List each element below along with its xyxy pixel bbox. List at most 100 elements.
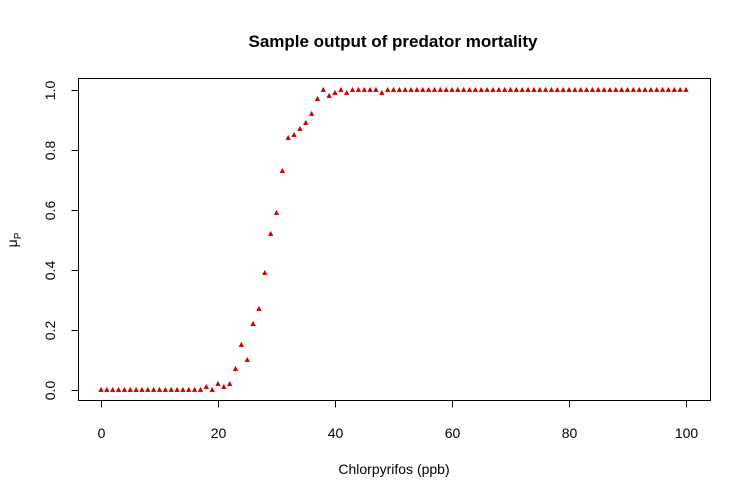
data-point bbox=[98, 386, 104, 392]
data-point bbox=[162, 386, 169, 392]
data-point bbox=[507, 86, 514, 93]
data-point bbox=[262, 269, 268, 275]
data-point bbox=[560, 86, 566, 93]
y-tick-label: 0.0 bbox=[42, 381, 58, 401]
data-point bbox=[478, 86, 484, 93]
data-point bbox=[595, 86, 601, 93]
data-point bbox=[577, 86, 584, 93]
y-tick-label: 0.4 bbox=[42, 261, 58, 281]
data-point bbox=[267, 230, 274, 237]
data-point bbox=[244, 356, 250, 362]
y-tick-label: 0.6 bbox=[42, 201, 58, 221]
data-point bbox=[279, 167, 286, 174]
data-point bbox=[326, 92, 332, 99]
data-point bbox=[156, 386, 163, 392]
data-point bbox=[613, 86, 619, 93]
data-point bbox=[384, 86, 391, 93]
y-axis: 0.0 0.2 0.4 0.6 0.8 1.0 bbox=[42, 81, 79, 401]
data-point bbox=[659, 86, 666, 93]
data-point bbox=[525, 86, 531, 93]
data-point bbox=[139, 386, 145, 392]
data-point bbox=[338, 86, 344, 93]
x-tick-label: 100 bbox=[675, 425, 699, 441]
plot-area bbox=[78, 78, 711, 401]
data-point bbox=[226, 380, 233, 386]
data-point bbox=[624, 86, 631, 93]
data-point bbox=[420, 86, 426, 93]
data-point bbox=[642, 86, 648, 93]
data-point bbox=[145, 386, 151, 392]
x-tick-label: 80 bbox=[562, 425, 578, 441]
data-point bbox=[332, 89, 338, 96]
x-axis: 0 20 40 60 80 100 bbox=[98, 400, 699, 441]
data-point bbox=[197, 386, 204, 392]
data-point bbox=[174, 386, 180, 392]
data-point bbox=[490, 86, 496, 93]
data-point bbox=[273, 209, 280, 216]
y-axis-label: μP bbox=[4, 232, 24, 247]
data-point bbox=[572, 86, 578, 93]
data-point bbox=[671, 86, 678, 93]
data-point bbox=[583, 86, 590, 93]
x-tick-label: 0 bbox=[98, 425, 106, 441]
data-point bbox=[238, 341, 245, 347]
data-point bbox=[133, 386, 139, 392]
data-point bbox=[291, 131, 297, 138]
data-point bbox=[320, 86, 327, 93]
data-point bbox=[460, 86, 467, 93]
data-point bbox=[554, 86, 561, 93]
data-points bbox=[98, 86, 689, 392]
data-point bbox=[654, 86, 660, 93]
data-point bbox=[104, 386, 110, 392]
data-point bbox=[250, 320, 256, 326]
data-point bbox=[180, 386, 186, 392]
data-point bbox=[297, 125, 303, 132]
data-point bbox=[232, 365, 239, 371]
data-point bbox=[402, 86, 408, 93]
data-point bbox=[601, 86, 607, 93]
y-tick-label: 0.2 bbox=[42, 321, 58, 341]
data-point bbox=[665, 86, 672, 93]
data-point bbox=[683, 86, 689, 93]
data-point bbox=[531, 86, 537, 93]
x-tick-label: 20 bbox=[211, 425, 227, 441]
y-tick-label: 1.0 bbox=[42, 81, 58, 101]
y-axis-label-main: μ bbox=[4, 239, 20, 247]
data-point bbox=[589, 86, 596, 93]
data-point bbox=[215, 380, 221, 386]
data-point bbox=[314, 95, 321, 102]
data-point bbox=[519, 86, 525, 93]
data-point bbox=[115, 386, 122, 392]
data-point bbox=[513, 86, 520, 93]
data-point bbox=[566, 86, 572, 93]
data-point bbox=[636, 86, 642, 93]
data-point bbox=[191, 386, 198, 392]
data-point bbox=[379, 89, 385, 96]
data-point bbox=[537, 86, 543, 93]
data-point bbox=[285, 134, 291, 141]
data-point bbox=[455, 86, 461, 93]
data-point bbox=[390, 86, 397, 93]
data-point bbox=[431, 86, 438, 93]
data-point bbox=[449, 86, 455, 93]
data-point bbox=[373, 86, 379, 93]
data-point bbox=[221, 383, 227, 389]
data-point bbox=[437, 86, 444, 93]
data-point bbox=[186, 386, 192, 392]
data-point bbox=[343, 89, 350, 96]
data-point bbox=[256, 305, 262, 311]
data-point bbox=[355, 86, 362, 93]
data-point bbox=[472, 86, 479, 93]
data-point bbox=[443, 86, 449, 93]
data-point bbox=[127, 386, 133, 392]
data-point bbox=[542, 86, 549, 93]
data-point bbox=[367, 86, 373, 93]
data-point bbox=[308, 110, 315, 117]
data-point bbox=[349, 86, 356, 93]
data-point bbox=[648, 86, 654, 93]
data-point bbox=[548, 86, 555, 93]
data-point bbox=[121, 386, 128, 392]
data-point bbox=[109, 386, 116, 392]
data-point bbox=[425, 86, 432, 93]
data-point bbox=[677, 86, 683, 93]
